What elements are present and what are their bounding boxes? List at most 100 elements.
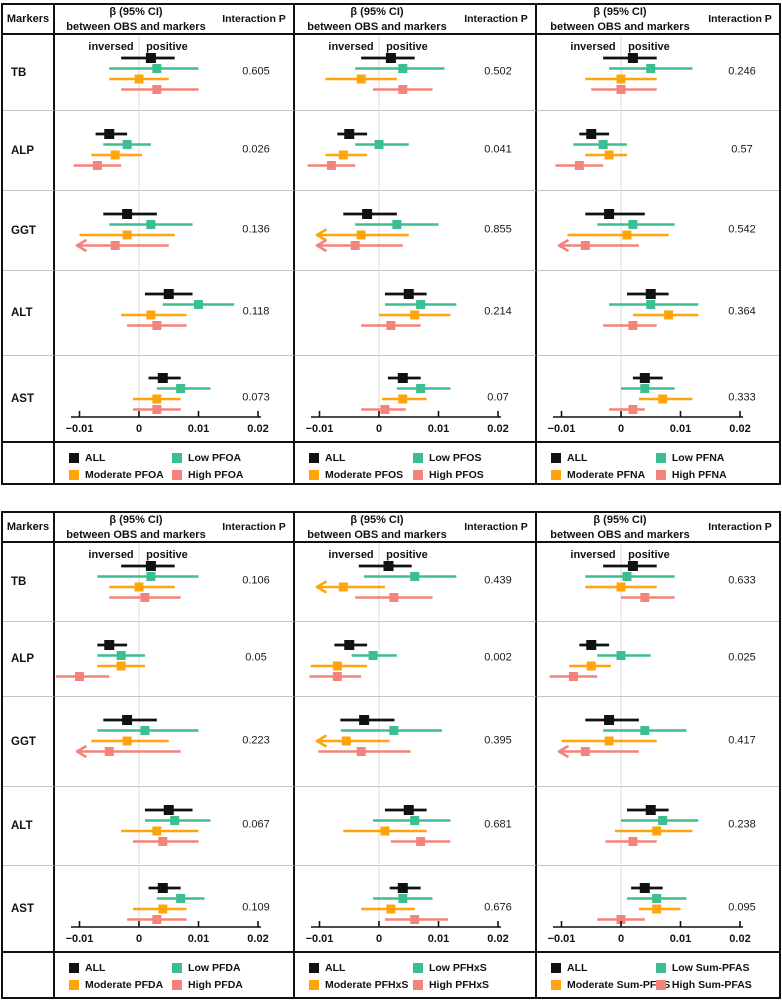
point-estimate-square xyxy=(157,883,168,893)
point-estimate-square xyxy=(646,64,656,73)
point-estimate-square xyxy=(598,140,608,149)
legend-square-all xyxy=(309,452,319,463)
interaction-p-value: 0.095 xyxy=(728,901,756,914)
point-estimate-square xyxy=(356,74,366,84)
point-estimate-square xyxy=(338,582,348,592)
point-estimate-square xyxy=(628,837,638,846)
legend-label: Moderate PFOA xyxy=(85,468,164,481)
legend-PFHxS: ALL Low PFHxS Moderate PFHxS High PFHxS xyxy=(295,953,537,997)
x-axis-tick-label: 0 xyxy=(618,423,624,435)
x-axis-tick-label: 0.01 xyxy=(670,933,691,945)
point-estimate-square xyxy=(385,53,396,63)
legend-item-low: Low PFDA xyxy=(172,962,293,974)
legend-square-all xyxy=(69,452,79,463)
markers-header-cell: Markers xyxy=(3,5,55,35)
point-estimate-square xyxy=(104,747,114,756)
forest-cell-PFHxS-GGT: 0.395 xyxy=(295,697,537,787)
x-axis-tick-label: 0.02 xyxy=(247,933,268,945)
marker-label-cell: ALT xyxy=(3,271,55,356)
left-arrowhead xyxy=(315,239,327,252)
marker-label-cell: AST xyxy=(3,356,55,443)
x-axis-tick-label: 0 xyxy=(618,933,624,945)
point-estimate-square xyxy=(398,85,408,94)
legend-square-high xyxy=(172,979,183,990)
point-estimate-square xyxy=(639,373,650,383)
point-estimate-square xyxy=(410,310,420,320)
legend-label: High PFNA xyxy=(671,468,727,481)
point-estimate-square xyxy=(75,672,84,681)
legend-label: High PFHxS xyxy=(428,978,490,991)
beta-ci-header: β (95% CI) between OBS and markers xyxy=(55,5,217,33)
forest-cell-PFNA-ALP: 0.57 xyxy=(537,111,779,191)
point-estimate-square xyxy=(645,289,656,299)
point-estimate-square xyxy=(146,310,156,320)
interaction-p-value: 0.542 xyxy=(728,223,756,236)
forest-cell-PFOA-TB: inversed positive 0.605 xyxy=(55,35,295,111)
inversed-label: inversed xyxy=(570,41,615,53)
forest-plot-PFOA-ALP xyxy=(73,111,151,189)
legend-PFOS: ALL Low PFOS Moderate PFOS High PFOS xyxy=(295,443,537,483)
point-estimate-square xyxy=(622,572,632,581)
point-estimate-square xyxy=(122,736,132,746)
interaction-p-value: 0.246 xyxy=(728,65,756,78)
forest-cell-Sum-PFAS-AST: −0.01 0 0.01 0.02 0.095 xyxy=(537,866,779,953)
left-arrowhead xyxy=(315,580,327,594)
beta-ci-line2: between OBS and markers xyxy=(307,20,447,33)
forest-plot-PFHxS-ALT xyxy=(343,787,451,864)
legend-square-high xyxy=(655,979,666,990)
marker-label-cell: TB xyxy=(3,543,55,622)
interaction-p-value: 0.855 xyxy=(484,223,512,236)
legend-square-all xyxy=(551,452,561,463)
interaction-p-value: 0.05 xyxy=(245,651,267,664)
forest-cell-PFDA-ALT: 0.067 xyxy=(55,787,295,866)
legend-square-moderate xyxy=(551,469,561,480)
x-axis-tick-label: 0.01 xyxy=(670,423,691,435)
legend-square-low xyxy=(412,452,423,463)
panel-header-PFHxS: β (95% CI) between OBS and markers Interac… xyxy=(295,513,537,543)
point-estimate-square xyxy=(152,64,162,73)
legend-item-all: ALL xyxy=(551,962,656,974)
forest-plot-Sum-PFAS-TB: inversed positive xyxy=(570,543,675,620)
legend-spacer-cell xyxy=(3,953,55,997)
beta-ci-line1: β (95% CI) xyxy=(109,6,163,19)
interaction-p-value: 0.106 xyxy=(242,574,270,587)
point-estimate-square xyxy=(645,805,656,815)
inversed-label: inversed xyxy=(328,549,373,561)
legend-label: Low PFHxS xyxy=(428,961,487,974)
point-estimate-square xyxy=(398,64,408,73)
point-estimate-square xyxy=(416,384,426,393)
forest-cell-PFDA-TB: inversed positive 0.106 xyxy=(55,543,295,622)
legend-square-high xyxy=(172,469,183,480)
legend-spacer-cell xyxy=(3,443,55,483)
point-estimate-square xyxy=(332,661,342,671)
point-estimate-square xyxy=(146,220,156,229)
legend-item-high: High PFHxS xyxy=(412,978,535,991)
point-estimate-square xyxy=(658,394,668,404)
forest-cell-PFDA-ALP: 0.05 xyxy=(55,622,295,697)
point-estimate-square xyxy=(163,805,174,815)
left-arrowhead xyxy=(315,734,327,748)
forest-plot-PFHxS-AST: −0.01 0 0.01 0.02 xyxy=(306,866,509,945)
point-estimate-square xyxy=(110,241,120,250)
marker-label: GGT xyxy=(11,735,36,748)
point-estimate-square xyxy=(356,230,366,240)
point-estimate-square xyxy=(157,373,168,383)
point-estimate-square xyxy=(152,405,162,414)
beta-ci-line1: β (95% CI) xyxy=(350,514,404,527)
legend-label: Low PFOS xyxy=(428,451,482,464)
beta-ci-header: β (95% CI) between OBS and markers xyxy=(537,5,703,33)
legend-label: ALL xyxy=(325,961,346,974)
point-estimate-square xyxy=(158,837,168,846)
interaction-p-value: 0.07 xyxy=(487,391,509,404)
point-estimate-square xyxy=(586,640,597,650)
point-estimate-square xyxy=(616,651,626,660)
beta-ci-line2: between OBS and markers xyxy=(66,20,206,33)
point-estimate-square xyxy=(145,53,156,63)
panel-header-Sum-PFAS: β (95% CI) between OBS and markers Interac… xyxy=(537,513,779,543)
interaction-p-value: 0.041 xyxy=(484,143,512,156)
panel-header-PFDA: β (95% CI) between OBS and markers Interac… xyxy=(55,513,295,543)
marker-label: ALP xyxy=(11,653,34,665)
forest-plot-PFHxS-TB: inversed positive xyxy=(315,543,457,620)
forest-cell-PFOA-AST: −0.01 0 0.01 0.02 0.073 xyxy=(55,356,295,443)
